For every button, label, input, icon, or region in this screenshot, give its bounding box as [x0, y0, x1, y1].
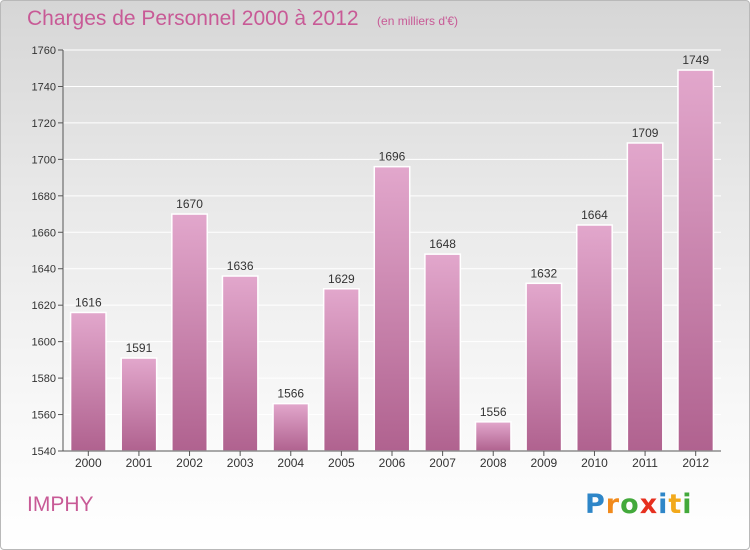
x-tick-label: 2012 [682, 456, 709, 470]
logo-letter: P [585, 489, 606, 520]
y-tick-label: 1560 [32, 410, 56, 422]
x-tick-label: 2006 [379, 456, 406, 470]
bar-value-label: 1556 [480, 405, 507, 419]
bar [221, 275, 259, 452]
x-tick-label: 2000 [75, 456, 102, 470]
bar [322, 288, 360, 452]
x-tick-label: 2010 [581, 456, 608, 470]
bar-value-label: 1709 [632, 126, 659, 140]
bar [272, 402, 310, 452]
logo-letter: i [682, 489, 693, 520]
bar [626, 142, 664, 452]
bar [424, 253, 462, 452]
logo-letter: x [639, 489, 659, 520]
x-tick-label: 2004 [277, 456, 304, 470]
x-tick-label: 2007 [429, 456, 456, 470]
y-tick-label: 1620 [32, 300, 56, 312]
y-tick-label: 1680 [32, 191, 56, 203]
bar-value-label: 1749 [682, 53, 709, 67]
bar [69, 311, 107, 452]
bar-value-label: 1616 [75, 295, 102, 309]
x-tick-label: 2001 [126, 456, 153, 470]
bar [525, 282, 563, 452]
chart-header: Charges de Personnel 2000 à 2012 (en mil… [27, 7, 458, 31]
bar [575, 224, 613, 452]
x-tick-label: 2008 [480, 456, 507, 470]
bars [69, 69, 715, 452]
bar [677, 69, 715, 452]
bar-value-label: 1629 [328, 272, 355, 286]
bar-value-label: 1670 [176, 197, 203, 211]
y-tick-label: 1540 [32, 446, 56, 458]
bar-value-label: 1696 [379, 150, 406, 164]
y-tick-label: 1740 [32, 81, 56, 93]
labels: 1616 2000 1591 2001 1670 2002 1636 2003 1566 2004… [75, 53, 709, 470]
y-tick-label: 1720 [32, 118, 56, 130]
bar-value-label: 1648 [429, 237, 456, 251]
proxiti-logo: Proxiti [585, 489, 693, 520]
logo-letter: o [620, 489, 640, 520]
logo-letter: r [605, 489, 621, 520]
bar [171, 213, 209, 452]
logo-letter: t [668, 489, 683, 520]
y-tick-label: 1640 [32, 264, 56, 276]
y-tick-label: 1700 [32, 154, 56, 166]
bar [373, 165, 411, 452]
x-tick-label: 2009 [530, 456, 557, 470]
bar-value-label: 1632 [530, 266, 557, 280]
chart-subtitle: (en milliers d'€) [377, 14, 459, 28]
bar-value-label: 1566 [277, 387, 304, 401]
axes: 1540 1560 1580 1600 1620 1640 1660 1680 1700 1720… [32, 45, 721, 458]
logo-letter: i [658, 489, 669, 520]
y-tick-label: 1760 [32, 45, 56, 57]
bar-value-label: 1591 [126, 341, 153, 355]
x-tick-label: 2002 [176, 456, 203, 470]
bar-value-label: 1664 [581, 208, 608, 222]
y-tick-label: 1600 [32, 337, 56, 349]
x-tick-label: 2003 [227, 456, 254, 470]
commune-name: IMPHY [27, 493, 94, 516]
x-tick-label: 2005 [328, 456, 355, 470]
bar [120, 357, 158, 452]
y-tick-label: 1660 [32, 227, 56, 239]
y-tick-label: 1580 [32, 373, 56, 385]
bar [474, 421, 512, 452]
x-tick-label: 2011 [632, 456, 658, 470]
chart-title: Charges de Personnel 2000 à 2012 [27, 7, 359, 30]
bar-value-label: 1636 [227, 259, 254, 273]
